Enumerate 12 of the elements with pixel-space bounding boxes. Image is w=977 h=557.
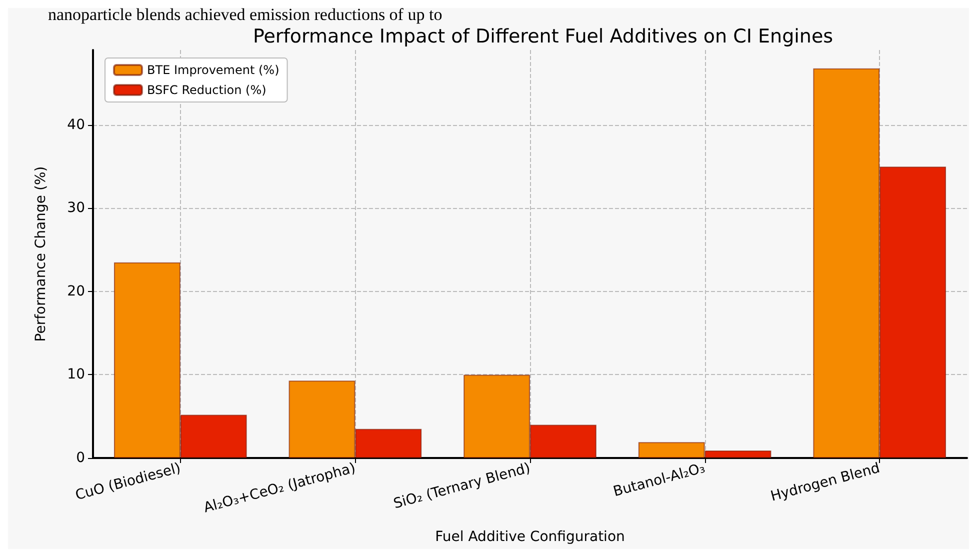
y-tick-label: 20: [67, 283, 85, 300]
y-tick-label: 30: [67, 200, 85, 216]
legend-label: BSFC Reduction (%): [147, 83, 266, 97]
legend-label: BTE Improvement (%): [147, 63, 280, 77]
y-tick-label: 0: [76, 450, 85, 466]
x-axis-title: Fuel Additive Configuration: [435, 529, 625, 545]
x-tick-label: SiO₂ (Ternary Blend): [392, 460, 532, 512]
y-tick-label: 10: [67, 366, 85, 383]
y-tick-label: 40: [67, 116, 85, 133]
y-axis-title: Performance Change (%): [33, 166, 49, 342]
text: nanoparticle blends achieved emission reductions of up to: [48, 5, 442, 24]
chart-title: Performance Impact of Different Fuel Additives on CI Engines: [252, 26, 834, 48]
